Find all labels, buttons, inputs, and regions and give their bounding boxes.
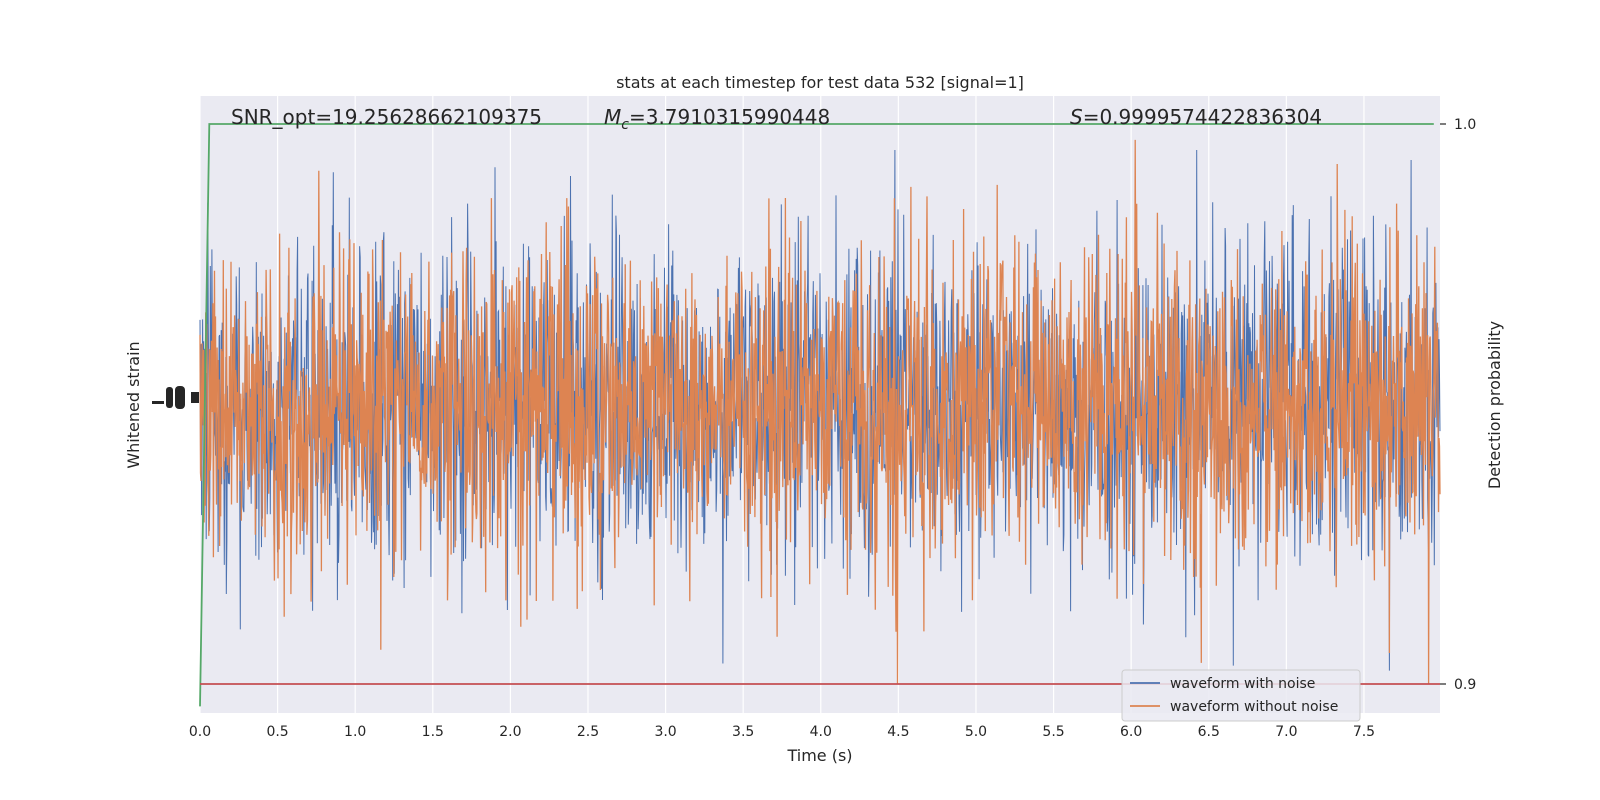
x-tick-label: 6.5 [1198,724,1220,740]
x-axis-label: Time (s) [786,746,852,765]
x-ticks: 0.0 0.5 1.0 1.5 2.0 2.5 3.0 3.5 4.0 4.5 5.0 5.5 6.0 6… [189,724,1375,740]
y-right-tick-label: 1.0 [1454,117,1476,133]
x-tick-label: 2.0 [499,724,521,740]
x-tick-label: 0.0 [189,724,211,740]
legend-box [1121,669,1361,722]
x-tick-label: 1.0 [344,724,366,740]
series-detection-probability [199,123,1434,707]
snr-annotation: SNR_opt=19.25628662109375 [231,105,542,129]
legend-label-clean: waveform without noise [1170,699,1338,715]
chart-title: stats at each timestep for test data 532… [616,73,1024,92]
x-tick-label: 2.5 [577,724,599,740]
legend: waveform with noise waveform without noi… [1121,669,1361,722]
mc-value: =3.7910315990448 [629,105,830,129]
x-tick-label: 4.0 [810,724,832,740]
x-tick-label: 3.5 [732,724,754,740]
legend-label-noise: waveform with noise [1170,676,1315,692]
y-right-tick-label: 0.9 [1454,677,1476,693]
y-axis-left-label: Whitened strain [124,341,143,468]
x-tick-label: 3.0 [654,724,676,740]
x-tick-label: 7.0 [1275,724,1297,740]
mc-subscript: c [621,117,629,133]
waveform-layer [199,139,1441,685]
mc-annotation: Mc=3.7910315990448 [604,105,830,133]
mc-symbol: M [604,105,621,129]
y-axis-right-label: Detection probability [1485,321,1504,489]
series-waveform-without-noise [199,139,1441,685]
x-tick-label: 6.0 [1120,724,1142,740]
s-symbol: S [1070,105,1083,129]
x-tick-label: 5.0 [965,724,987,740]
x-tick-label: 7.5 [1353,724,1375,740]
x-tick-label: 4.5 [887,724,909,740]
y-right-ticks: 0.9 1.0 [1440,117,1476,693]
left-axis-collapsed-ticks [152,386,199,409]
s-annotation: S=0.9999574422836304 [1070,105,1322,129]
x-tick-label: 1.5 [422,724,444,740]
x-tick-label: 0.5 [266,724,288,740]
s-value: =0.9999574422836304 [1083,105,1322,129]
x-tick-label: 5.5 [1042,724,1064,740]
